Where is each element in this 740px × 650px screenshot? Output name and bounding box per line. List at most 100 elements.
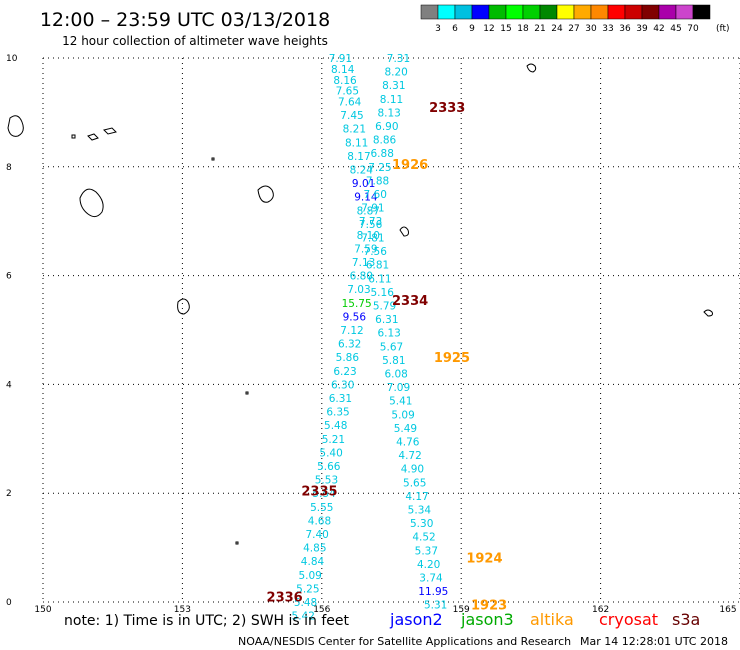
wave-height-label: 8.87: [357, 205, 380, 217]
legend-item: altika: [530, 610, 574, 629]
color-swatch: [590, 4, 609, 20]
pass-labels: 2333 1926 2334 1925 2335 1924 2336 1923: [267, 101, 508, 614]
x-tick-label: 165: [719, 605, 736, 615]
wave-height-label: 8.11: [380, 94, 403, 106]
wave-height-label: 5.40: [319, 447, 342, 459]
legend-item: cryosat: [599, 610, 658, 629]
color-scale-tick: 45: [670, 24, 681, 34]
island-outline: [79, 188, 104, 218]
wave-height-label: 4.84: [301, 556, 325, 568]
wave-height-label: 4.68: [308, 515, 331, 527]
wave-height-label: 9.56: [343, 311, 367, 323]
y-tick-label: 4: [6, 380, 12, 390]
wave-height-label: 15.75: [342, 298, 372, 310]
wave-height-label: 8.13: [377, 107, 400, 119]
wave-height-label: 5.21: [322, 434, 345, 446]
color-swatch: [505, 4, 524, 20]
wave-height-label: 5.48: [294, 597, 317, 609]
color-scale-tick: 3: [435, 24, 441, 34]
footer-note: note: 1) Time is in UTC; 2) SWH is in fe…: [64, 613, 350, 629]
legend: jason2 jason3 altika cryosat s3a: [389, 610, 700, 629]
color-scale-unit: (ft): [716, 24, 730, 34]
island-outline: [7, 115, 24, 137]
wave-height-label: 5.86: [336, 352, 360, 364]
y-tick-label: 6: [6, 272, 12, 282]
wave-height-label: 7.03: [347, 284, 370, 296]
x-tick-label: 156: [313, 605, 330, 615]
island-outline: [211, 157, 215, 161]
y-tick-label: 10: [6, 54, 18, 64]
wave-height-label: 7.60: [364, 189, 387, 201]
wave-height-label: 7.65: [336, 86, 359, 98]
wave-height-label: 5.79: [373, 301, 396, 313]
wave-height-label: 5.54: [312, 488, 336, 500]
color-scale-tick: 6: [452, 24, 458, 34]
color-scale-tick: 39: [636, 24, 648, 34]
wave-height-label: 5.49: [394, 423, 417, 435]
wave-height-label: 5.37: [415, 545, 438, 557]
wave-height-label: 8.17: [347, 151, 370, 163]
wave-height-label: 5.81: [382, 355, 405, 367]
wave-height-label: 5.09: [298, 570, 321, 582]
pass-id-label: 1923: [471, 599, 507, 614]
wave-height-label: 6.88: [371, 148, 394, 160]
wave-height-label: 4.20: [417, 559, 440, 571]
island-outline: [103, 127, 117, 135]
island-outline: [245, 391, 249, 395]
color-scale-tick: 12: [483, 24, 494, 34]
pass-id-label: 2335: [301, 484, 337, 499]
wave-height-label: 7.31: [387, 53, 410, 65]
wave-height-label: 7.09: [387, 382, 410, 394]
wave-height-label: 6.31: [329, 393, 352, 405]
wave-height-label: 3.74: [419, 573, 443, 585]
wave-height-label: 7.91: [329, 53, 352, 65]
wave-height-label: 5.41: [389, 396, 412, 408]
wave-height-label: 6.31: [375, 314, 398, 326]
wave-height-label: 6.35: [326, 407, 349, 419]
wave-height-label: 7.45: [340, 110, 363, 122]
wave-height-label: 5.66: [317, 461, 341, 473]
grid-lines: [42, 57, 740, 603]
wave-height-label: 5.25: [296, 583, 319, 595]
wave-height-label: 7.81: [361, 233, 384, 245]
island-outline: [87, 133, 99, 141]
wave-height-label: 6.11: [368, 273, 391, 285]
color-scale-tick: 33: [602, 24, 613, 34]
wave-height-label: 6.23: [333, 366, 356, 378]
color-scale-tick: 36: [619, 24, 631, 34]
wave-height-label: 7.40: [305, 529, 328, 541]
color-scale-tick: 42: [653, 24, 664, 34]
pass-id-label: 2336: [267, 591, 303, 606]
wave-height-label: 4.17: [405, 491, 428, 503]
x-tick-label: 153: [174, 605, 191, 615]
color-swatch: [675, 4, 694, 20]
island-outline: [177, 298, 190, 315]
wave-height-label: 6.90: [375, 121, 398, 133]
island-outline: [703, 309, 713, 317]
footer-timestamp: Mar 14 12:28:01 UTC 2018: [580, 635, 728, 648]
wave-height-label: 6.32: [338, 339, 361, 351]
wave-height-label: 7.91: [361, 203, 384, 215]
x-tick-label: 159: [453, 605, 470, 615]
wave-height-label: 7.88: [366, 175, 389, 187]
pass-id-label: 2333: [429, 101, 465, 116]
x-tick-label: 162: [592, 605, 609, 615]
y-tick-label: 8: [6, 163, 12, 173]
wave-height-label: 5.55: [310, 502, 333, 514]
island-outline: [399, 226, 409, 237]
wave-height-label: 11.95: [418, 586, 448, 598]
color-scale-tick: 70: [687, 24, 699, 34]
wave-height-label: 7.59: [354, 243, 377, 255]
color-swatch: [607, 4, 626, 20]
color-scale-tick: 15: [500, 24, 511, 34]
color-scale-tick: 30: [585, 24, 597, 34]
legend-item: jason3: [460, 610, 514, 629]
wave-height-label: 9.14: [354, 192, 378, 204]
wave-height-label: 7.73: [359, 216, 382, 228]
wave-height-label: 8.11: [345, 137, 368, 149]
wave-height-label: 5.31: [424, 600, 447, 612]
island-outline: [235, 541, 239, 545]
wave-height-label: 8.14: [331, 64, 355, 76]
legend-item: s3a: [672, 610, 700, 629]
color-swatch: [539, 4, 558, 20]
